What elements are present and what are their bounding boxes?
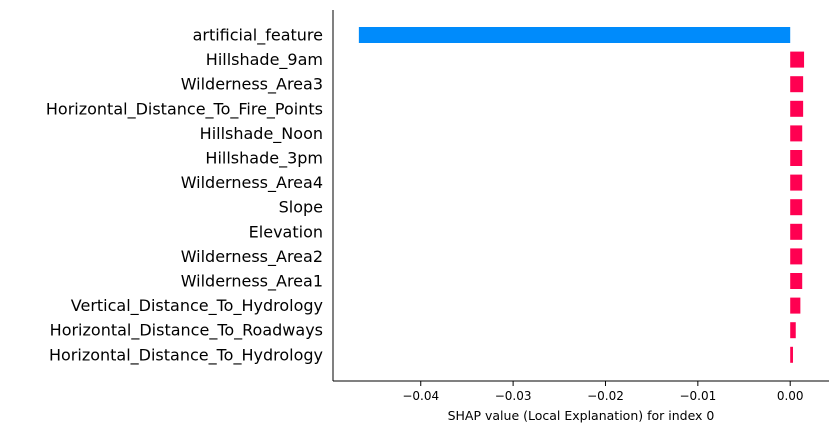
feature-label: Wilderness_Area2 — [181, 247, 323, 267]
x-tick-label: −0.04 — [402, 389, 439, 403]
bar-Hillshade_9am — [790, 51, 805, 68]
bars-group — [358, 27, 805, 363]
bar-Vertical_Distance_To_Hydrology — [790, 297, 801, 314]
feature-label: Hillshade_Noon — [200, 124, 323, 144]
x-tick-label: −0.03 — [495, 389, 532, 403]
x-tick-label: 0.00 — [777, 389, 804, 403]
feature-label: Hillshade_3pm — [205, 149, 323, 169]
bar-Horizontal_Distance_To_Roadways — [790, 322, 796, 339]
x-axis-label: SHAP value (Local Explanation) for index… — [448, 408, 715, 423]
bar-Wilderness_Area3 — [790, 76, 804, 93]
bar-Horizontal_Distance_To_Fire_Points — [790, 100, 804, 117]
bar-Hillshade_3pm — [790, 150, 803, 166]
feature-label: Wilderness_Area3 — [181, 75, 323, 95]
x-tick-label: −0.02 — [587, 389, 624, 403]
feature-label: Horizontal_Distance_To_Roadways — [50, 321, 323, 341]
feature-label: Horizontal_Distance_To_Hydrology — [49, 345, 323, 365]
bar-Wilderness_Area1 — [790, 273, 803, 289]
x-axis: −0.04 −0.03 −0.02 −0.01 0.00 — [333, 380, 829, 403]
feature-label: artificial_feature — [193, 26, 323, 46]
feature-label: Hillshade_9am — [206, 50, 323, 70]
feature-label: Slope — [279, 198, 323, 217]
feature-label: Vertical_Distance_To_Hydrology — [71, 296, 323, 316]
bar-Horizontal_Distance_To_Hydrology — [790, 346, 793, 363]
bar-Wilderness_Area4 — [790, 174, 803, 191]
feature-label: Horizontal_Distance_To_Fire_Points — [46, 99, 323, 119]
bar-artificial_feature — [358, 27, 791, 43]
feature-label: Wilderness_Area4 — [181, 173, 323, 193]
feature-labels-group: artificial_feature Hillshade_9am Wildernes… — [46, 26, 323, 366]
feature-label: Elevation — [249, 222, 323, 241]
bar-Hillshade_Noon — [790, 125, 803, 142]
feature-label: Wilderness_Area1 — [181, 272, 323, 292]
bar-Elevation — [790, 223, 803, 240]
x-tick-label: −0.01 — [679, 389, 716, 403]
bar-Slope — [790, 199, 803, 216]
bar-Wilderness_Area2 — [790, 248, 803, 265]
